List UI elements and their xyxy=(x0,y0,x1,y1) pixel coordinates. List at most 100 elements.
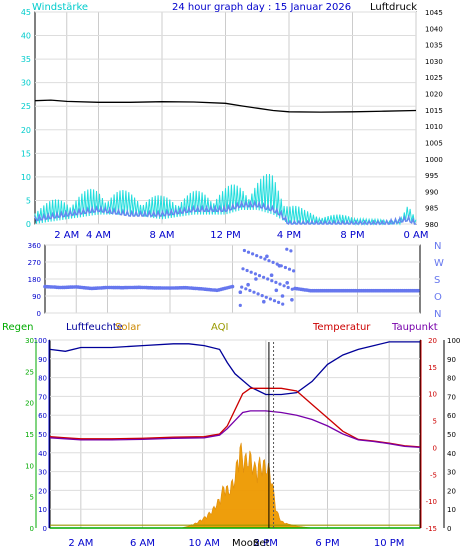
rain-tick-label: 10 xyxy=(25,462,34,470)
compass-label: N xyxy=(434,309,441,320)
solar-tick-label: 20 xyxy=(447,487,456,495)
humidity-line xyxy=(49,341,420,396)
pressure-tick-label: 1020 xyxy=(425,91,443,99)
legend-temperature: Temperatur xyxy=(312,322,371,333)
wind-direction-point xyxy=(251,252,255,256)
humidity-tick-label: 30 xyxy=(38,469,47,477)
solar-tick-label: 70 xyxy=(447,393,456,401)
pressure-tick-label: 1030 xyxy=(425,58,443,66)
wind-time-tick-label: 4 AM xyxy=(86,230,111,241)
wind-direction-point xyxy=(278,282,282,286)
wind-direction-point xyxy=(266,277,270,281)
moon-label: Moon xyxy=(232,538,259,549)
climate-time-tick-label: 6 PM xyxy=(315,538,339,549)
wind-direction-point xyxy=(280,294,285,298)
solar-tick-label: 60 xyxy=(447,412,456,420)
temperature-tick-label: -15 xyxy=(426,525,437,533)
wind-direction-point xyxy=(277,300,281,304)
wind-direction-point xyxy=(285,247,289,251)
pressure-series xyxy=(34,99,417,113)
wind-direction-point xyxy=(270,279,274,283)
pressure-axis-title: Luftdruck xyxy=(370,2,417,13)
wind-time-tick-label: 0 AM xyxy=(403,230,428,241)
wind-direction-point xyxy=(246,250,251,254)
wind-direction-point xyxy=(290,298,294,302)
direction-tick-label: 270 xyxy=(28,259,41,267)
climate-time-tick-label: 2 PM xyxy=(254,538,278,549)
wind-direction-point xyxy=(262,299,266,304)
wind-direction-point xyxy=(290,287,294,291)
dewpoint-line xyxy=(49,410,421,449)
humidity-tick-label: 80 xyxy=(38,375,47,383)
wind-tick-label: 0 xyxy=(26,220,31,229)
wind-direction-point xyxy=(238,290,243,295)
direction-tick-label: 0 xyxy=(37,310,41,318)
legend-rain: Regen xyxy=(2,322,34,333)
climate-time-tick-label: 2 AM xyxy=(68,538,93,549)
sunset-label: Set xyxy=(253,538,270,549)
wind-time-tick-label: 8 PM xyxy=(340,230,364,241)
wind-direction-point xyxy=(289,249,293,253)
pressure-tick-label: 1025 xyxy=(425,74,443,82)
wind-direction-point xyxy=(246,282,250,287)
wind-time-tick-label: 4 PM xyxy=(277,230,301,241)
wind-tick-label: 5 xyxy=(26,196,31,205)
wind-axis-title: Windstärke xyxy=(32,2,88,13)
wind-direction-point xyxy=(260,294,264,298)
humidity-tick-label: 50 xyxy=(38,431,47,439)
climate-panel: 0102030405060708090100051015202530-15-10… xyxy=(2,322,460,549)
direction-axis-ticks: 0 90 180 270 360 xyxy=(28,242,41,318)
compass-label: O xyxy=(434,292,442,303)
wind-direction-point xyxy=(230,284,235,289)
compass-label: W xyxy=(434,258,444,269)
wind-direction-point xyxy=(292,269,296,273)
pressure-tick-label: 990 xyxy=(425,188,438,196)
humidity-tick-label: 70 xyxy=(38,393,47,401)
humidity-tick-label: 10 xyxy=(38,506,47,514)
temperature-tick-label: 10 xyxy=(428,391,437,399)
solar-tick-label: 0 xyxy=(447,525,451,533)
pressure-tick-label: 995 xyxy=(425,172,438,180)
solar-tick-label: 90 xyxy=(447,356,456,364)
humidity-tick-label: 60 xyxy=(38,412,47,420)
wind-direction-point xyxy=(271,260,275,264)
wind-direction-point xyxy=(281,302,285,306)
wind-direction-point xyxy=(279,264,283,268)
pressure-tick-label: 1045 xyxy=(425,9,443,17)
wind-direction-point xyxy=(264,295,268,299)
temperature-tick-label: 0 xyxy=(433,444,437,452)
wind-direction-point xyxy=(416,288,420,293)
wind-direction-point xyxy=(248,288,252,293)
wind-tick-label: 35 xyxy=(21,55,31,64)
wind-direction-point xyxy=(282,284,286,288)
rain-tick-label: 20 xyxy=(25,400,34,408)
rain-tick-label: 5 xyxy=(30,494,34,502)
temperature-tick-label: 20 xyxy=(428,337,437,345)
wind-tick-label: 25 xyxy=(21,102,31,111)
legend-dewpoint: Taupunkt xyxy=(391,322,438,333)
wind-time-tick-label: 2 AM xyxy=(54,230,79,241)
pressure-tick-label: 1005 xyxy=(425,139,443,147)
legend-solar: Solar xyxy=(115,322,141,333)
wind-tick-label: 30 xyxy=(21,79,31,88)
wind-direction-point xyxy=(265,254,269,259)
wind-direction-point xyxy=(241,267,245,271)
wind-direction-point xyxy=(245,268,249,273)
direction-tick-label: 90 xyxy=(32,293,41,301)
pressure-tick-label: 985 xyxy=(425,205,438,213)
wind-time-tick-label: 12 PM xyxy=(210,230,241,241)
wind-direction-point xyxy=(274,288,279,293)
wind-grid xyxy=(35,11,417,225)
pressure-tick-label: 1040 xyxy=(425,25,443,33)
pressure-axis-ticks: 980 985 990 995 1000 1005 1010 1015 1020 1025 1030… xyxy=(425,9,443,229)
direction-tick-label: 180 xyxy=(28,276,41,284)
wind-tick-label: 45 xyxy=(21,8,31,17)
wind-direction-point xyxy=(249,270,253,274)
wind-tick-label: 40 xyxy=(21,32,31,41)
wind-direction-point xyxy=(275,262,279,266)
legend-aqi: AQI xyxy=(211,322,229,333)
wind-direction-point xyxy=(285,281,290,285)
